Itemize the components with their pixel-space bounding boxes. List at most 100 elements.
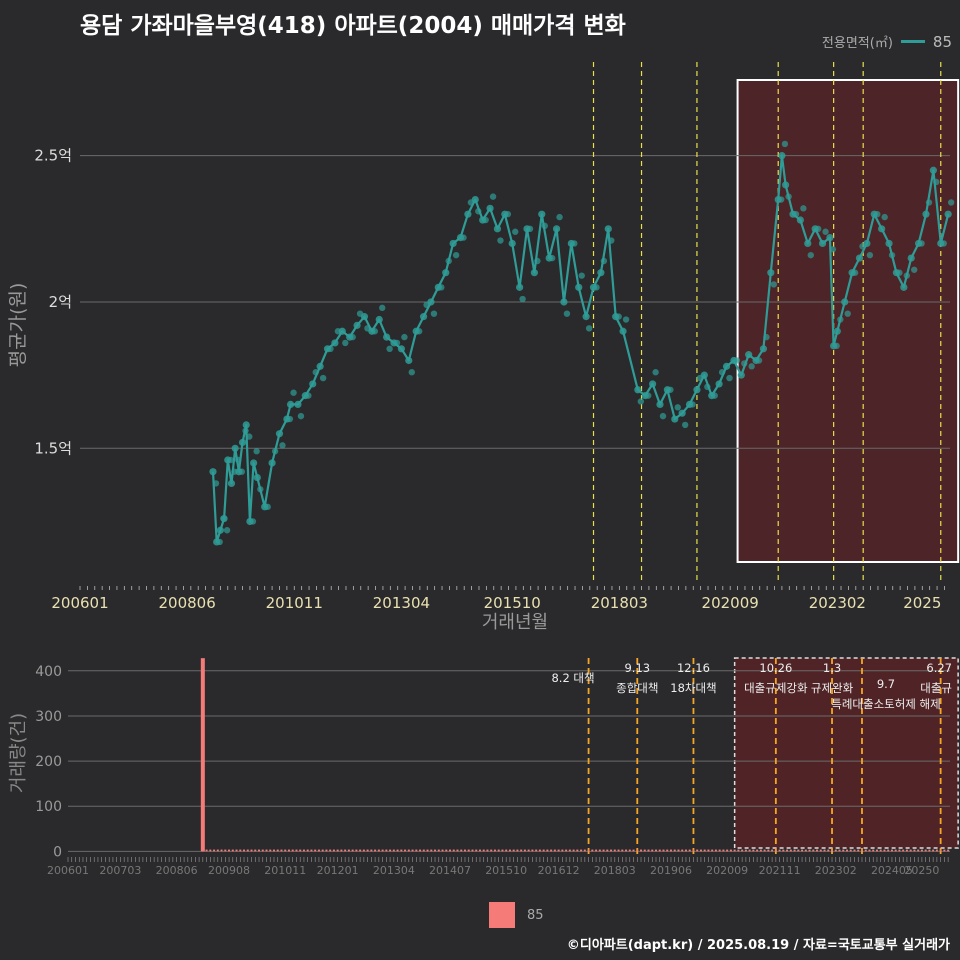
data-point	[401, 333, 408, 341]
data-point	[715, 380, 723, 388]
volume-bar	[583, 849, 586, 852]
data-point	[397, 345, 406, 353]
volume-bar	[726, 849, 729, 852]
data-point	[733, 357, 741, 364]
volume-bar	[696, 849, 699, 852]
volume-bar	[797, 849, 800, 852]
volume-bar	[478, 849, 481, 852]
volume-bar	[872, 849, 875, 852]
volume-bar	[434, 849, 437, 852]
volume-bar	[445, 849, 448, 852]
volume-bar	[748, 849, 751, 852]
volume-bar	[209, 849, 212, 852]
data-point	[659, 412, 667, 420]
volume-bar	[846, 849, 849, 852]
volume-bar	[430, 849, 433, 852]
volume-bar	[355, 849, 358, 852]
volume-bar	[550, 849, 553, 852]
volume-bar	[658, 849, 661, 852]
x-tick-label: 200806	[159, 594, 216, 612]
volume-bar	[819, 849, 822, 852]
data-point	[253, 448, 260, 455]
volume-bar	[625, 849, 628, 852]
data-point	[449, 239, 457, 248]
data-point	[903, 272, 911, 279]
data-point	[223, 527, 231, 534]
data-point	[922, 210, 930, 218]
data-point	[227, 479, 236, 488]
data-point	[571, 240, 578, 247]
volume-bar	[287, 849, 290, 852]
volume-bar	[224, 849, 227, 852]
data-point	[460, 234, 467, 241]
data-point	[438, 284, 445, 291]
data-point	[700, 371, 708, 379]
volume-bar	[756, 849, 759, 852]
volume-bar	[602, 849, 605, 852]
volume-bar	[400, 849, 403, 852]
chart-title: 용담 가좌마을부영(418) 아파트(2004) 매매가격 변화	[80, 13, 626, 39]
data-point	[508, 239, 516, 248]
volume-bar	[493, 849, 496, 852]
data-point	[767, 269, 775, 277]
data-point	[216, 538, 223, 546]
volume-bar	[595, 849, 598, 852]
volume-bar	[531, 849, 534, 852]
volume-bar	[520, 849, 523, 852]
volume-bar	[321, 849, 324, 852]
volume-bar	[329, 849, 332, 852]
volume-bar	[868, 849, 871, 852]
bar-y-axis-title: 거래량(건)	[8, 713, 29, 793]
bar-x-tick-label: 202405	[871, 864, 913, 877]
bar-x-tick-label: 202302	[815, 864, 857, 877]
data-point	[649, 380, 657, 388]
volume-bar	[898, 849, 901, 852]
policy-label: 대출규제강화	[744, 681, 808, 695]
volume-bar	[482, 849, 485, 852]
data-point	[637, 398, 645, 405]
volume-bar	[617, 849, 620, 852]
volume-bar	[816, 849, 819, 852]
policy-label: 9.7	[877, 677, 895, 691]
volume-bar	[351, 849, 354, 852]
data-point	[745, 351, 753, 359]
legend-bar-swatch	[489, 902, 515, 928]
data-point	[792, 210, 800, 218]
volume-bar	[284, 849, 287, 852]
volume-bar	[681, 849, 684, 852]
volume-bar	[404, 849, 407, 852]
data-point	[548, 254, 556, 262]
policy-label: 종합대책	[616, 681, 658, 695]
volume-bar	[231, 849, 234, 852]
legend-top: 전용면적(㎡) 85	[822, 32, 952, 52]
data-point	[556, 213, 563, 221]
bar-x-tick-label: 200806	[156, 864, 198, 877]
data-point	[305, 392, 312, 399]
volume-bar	[291, 849, 294, 852]
volume-bar	[662, 849, 665, 852]
volume-bar	[265, 849, 268, 852]
data-point	[530, 269, 538, 277]
volume-bar	[935, 849, 938, 852]
data-point	[227, 456, 234, 464]
data-point	[896, 269, 903, 276]
volume-bar	[561, 849, 564, 852]
data-point	[814, 225, 822, 233]
data-point	[338, 327, 346, 335]
data-point	[600, 257, 608, 265]
volume-bar	[703, 849, 706, 852]
data-point	[442, 269, 450, 277]
volume-bar	[370, 849, 373, 852]
volume-bar	[722, 849, 725, 852]
data-point	[294, 400, 302, 409]
data-point	[264, 503, 271, 511]
volume-bar	[939, 849, 942, 852]
data-point	[619, 327, 627, 335]
data-point	[430, 310, 438, 317]
volume-bar	[359, 849, 362, 852]
x-tick-label: 202009	[702, 594, 759, 612]
data-point	[512, 228, 519, 235]
volume-bar	[688, 849, 691, 852]
volume-bar	[366, 849, 369, 852]
data-point	[286, 400, 295, 409]
